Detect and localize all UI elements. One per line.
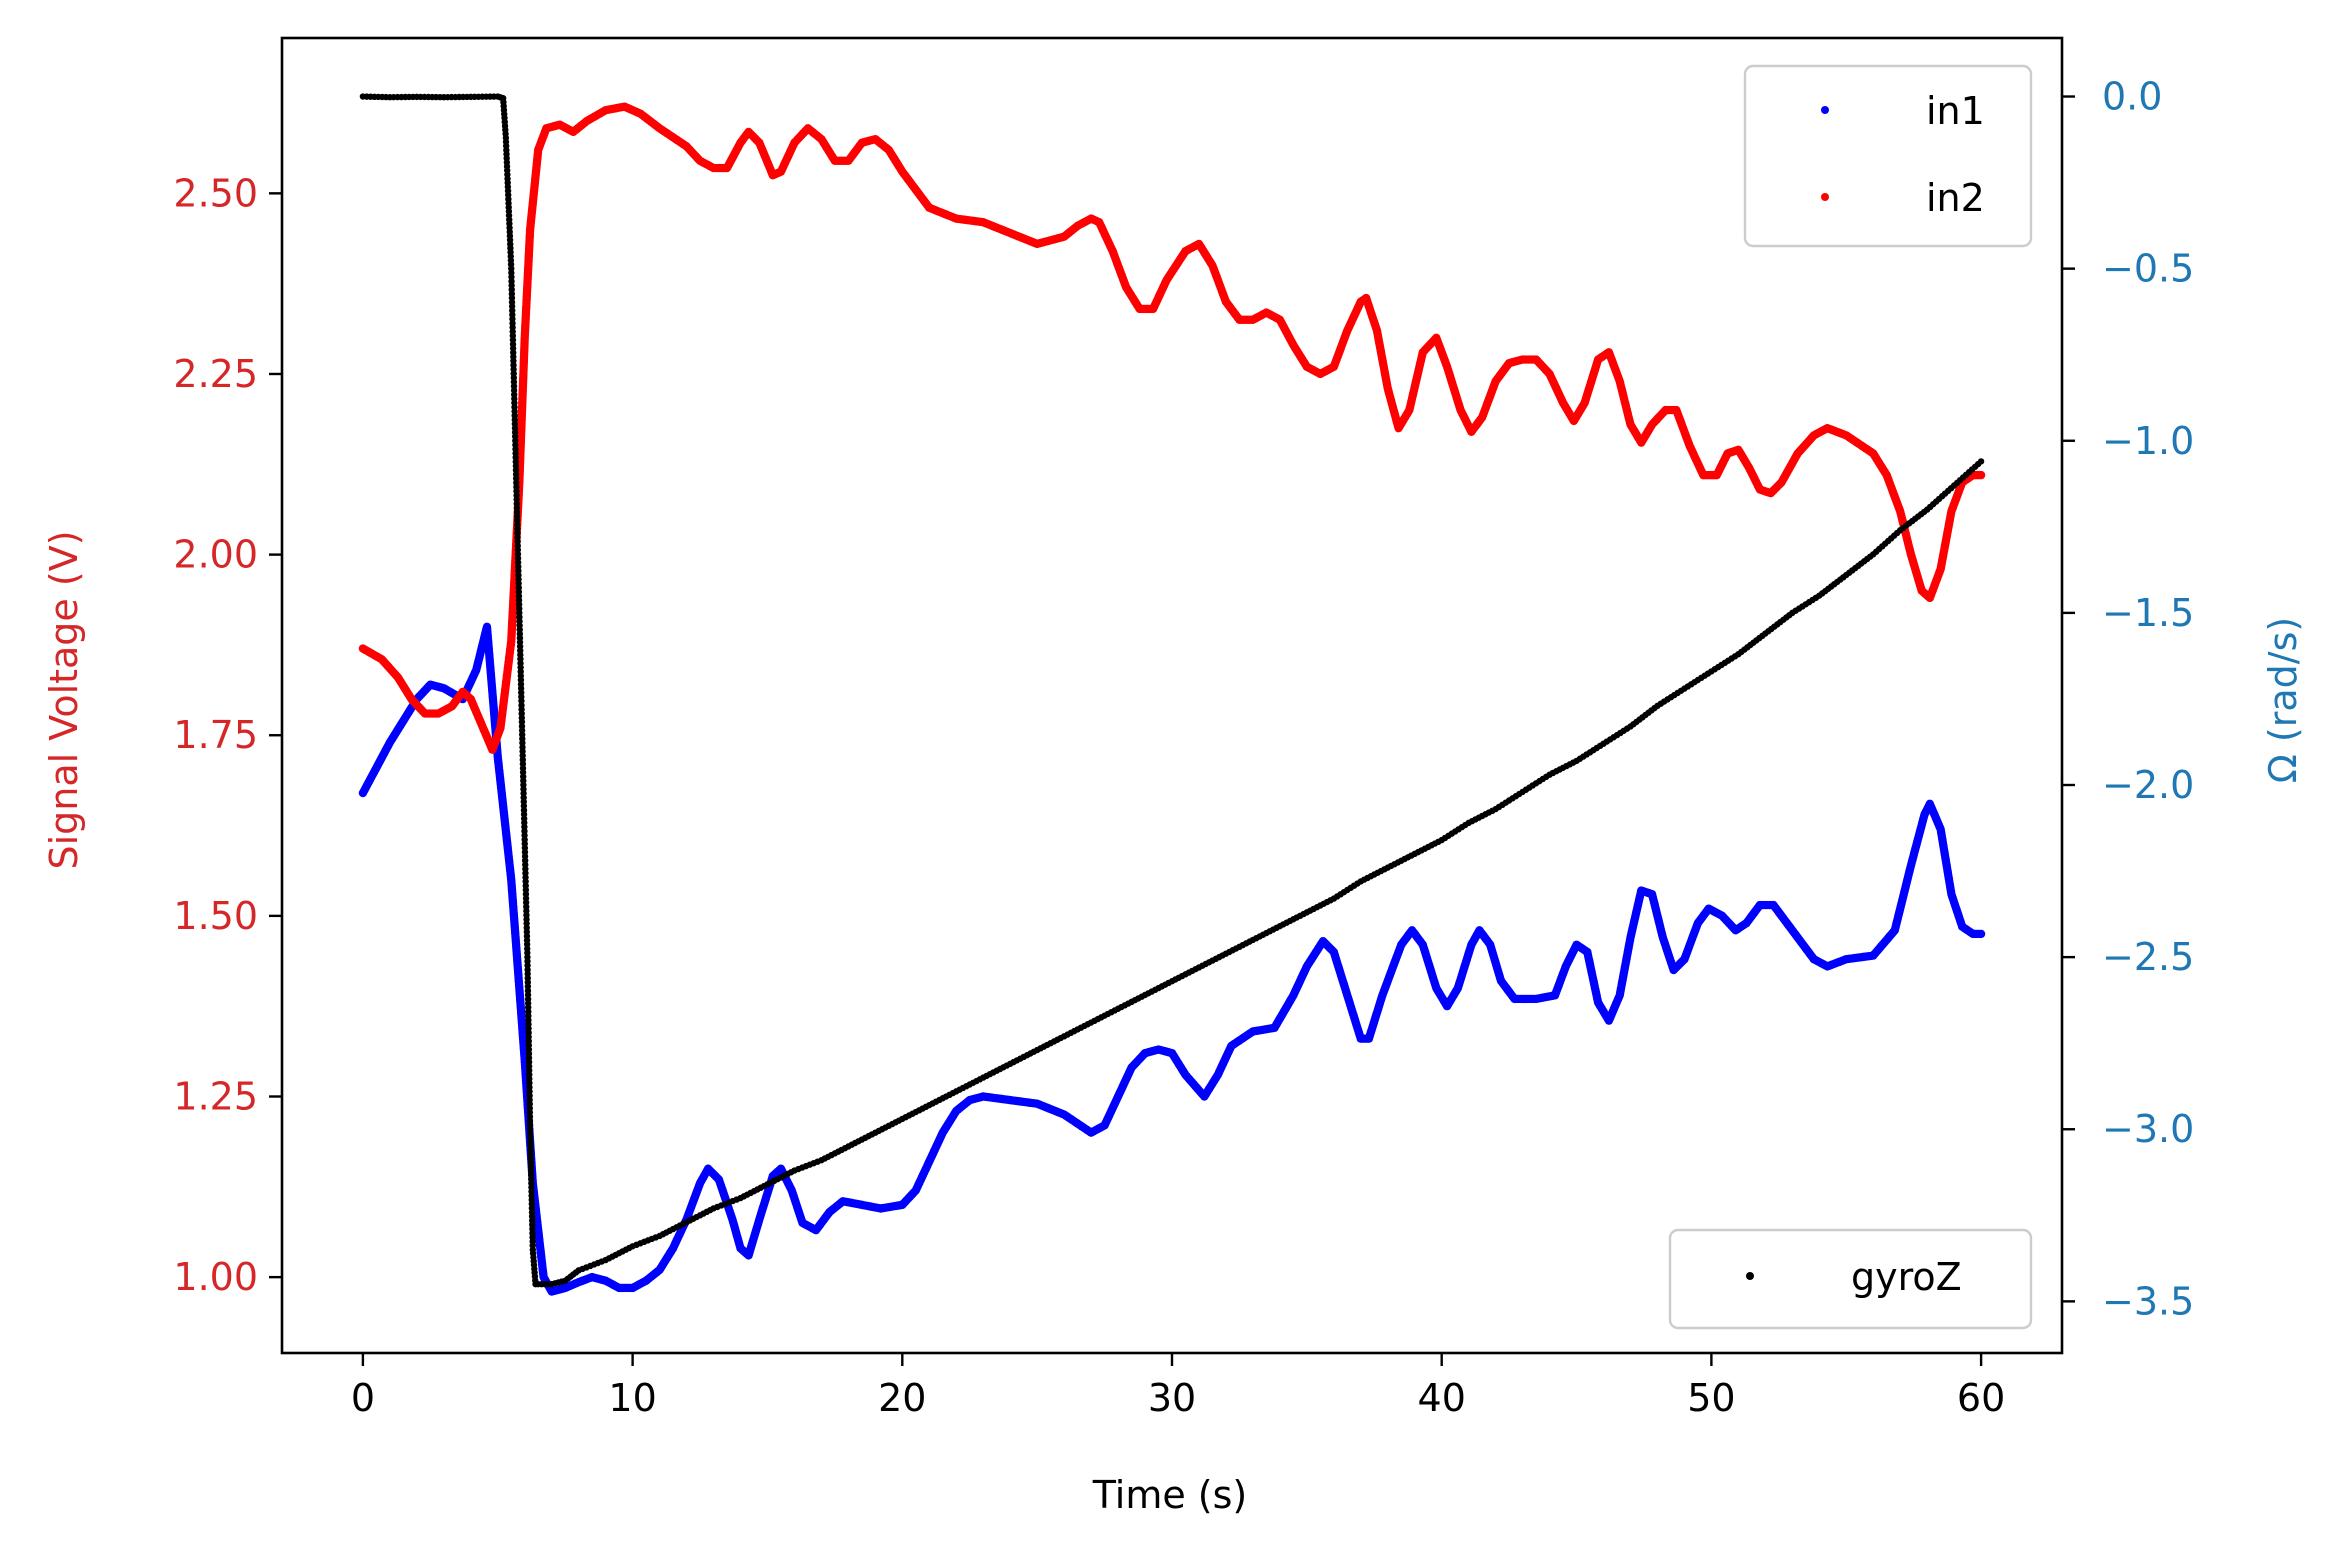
data-point-in2 <box>1976 470 1986 480</box>
y-left-tick-label: 2.25 <box>173 352 258 396</box>
x-tick-label: 20 <box>878 1376 926 1420</box>
x-tick-label: 30 <box>1148 1376 1196 1420</box>
legend-marker-in2 <box>1821 193 1829 201</box>
x-tick-label: 50 <box>1687 1376 1735 1420</box>
x-tick-label: 10 <box>608 1376 656 1420</box>
x-tick-label: 0 <box>351 1376 375 1420</box>
y-right-tick-label: −0.5 <box>2102 247 2194 291</box>
legend-marker-gyroz <box>1746 1272 1754 1280</box>
series-layer <box>358 93 1986 1296</box>
y-left-tick-label: 1.50 <box>173 894 258 938</box>
y-right-tick-label: −2.0 <box>2102 763 2194 807</box>
data-point-gyroz <box>1977 458 1985 465</box>
legend-label-in2: in2 <box>1926 176 1985 220</box>
legend-box <box>1743 64 2033 248</box>
y-left-tick-label: 1.00 <box>173 1255 258 1299</box>
x-tick-label: 40 <box>1418 1376 1466 1420</box>
legend-bottom-right: gyroZ <box>1668 1228 2033 1330</box>
y-left-tick-label: 1.25 <box>173 1075 258 1119</box>
y-left-tick-label: 1.75 <box>173 713 258 757</box>
x-axis-label: Time (s) <box>1092 1473 1248 1517</box>
legend-label-gyroz: gyroZ <box>1851 1255 1962 1299</box>
y-right-tick-label: −2.5 <box>2102 935 2194 979</box>
y-right-axis-label: Ω (rad/s) <box>2261 617 2305 783</box>
series-gyroz <box>359 93 1985 1288</box>
y-left-tick-label: 2.50 <box>173 171 258 215</box>
legend-top-right: in1 in2 <box>1743 64 2033 248</box>
legend-box-gyro <box>1668 1228 2033 1330</box>
y-left-tick-label: 2.00 <box>173 533 258 577</box>
y-right-tick-label: −1.0 <box>2102 419 2194 463</box>
y-right-tick-label: −3.5 <box>2102 1279 2194 1323</box>
y-right-tick-label: −1.5 <box>2102 591 2194 635</box>
legend-marker-in1 <box>1821 106 1829 114</box>
y-right-tick-label: −3.0 <box>2102 1107 2194 1151</box>
series-in2 <box>358 102 1986 754</box>
x-tick-label: 60 <box>1957 1376 2005 1420</box>
y-right-tick-label: 0.0 <box>2102 75 2162 119</box>
legend-label-in1: in1 <box>1926 89 1985 133</box>
data-point-in1 <box>1976 929 1986 939</box>
axes-layer: 0 10 20 30 40 50 60 1.00 1.25 1.50 1.75 2.00 2.25 2.5… <box>173 75 2194 1420</box>
y-left-axis-label: Signal Voltage (V) <box>42 530 86 869</box>
